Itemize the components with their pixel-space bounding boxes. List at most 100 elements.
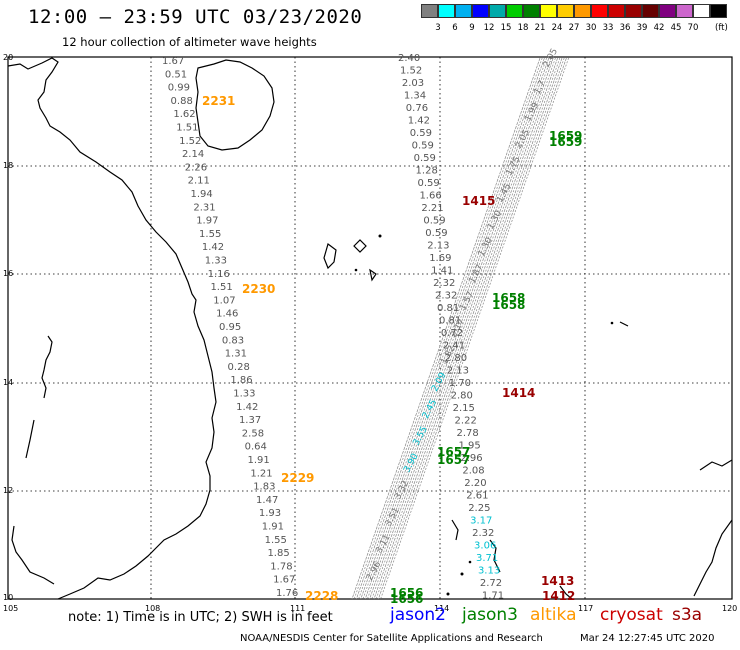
swh-value: 3.11: [374, 533, 392, 555]
color-swatch: [421, 4, 438, 18]
swh-value: 2.32: [435, 291, 457, 302]
swh-value: 2.45: [421, 398, 439, 420]
lon-label: 108: [145, 604, 160, 613]
color-swatch: [642, 4, 659, 18]
swh-value: 3.06: [474, 541, 496, 552]
swh-value: 3.32: [393, 479, 411, 501]
lat-label: 16: [3, 269, 13, 278]
pass-time-label: 1658: [492, 298, 525, 312]
swh-value: 1.51: [210, 282, 232, 293]
swh-value: 1.42: [202, 242, 224, 253]
swh-value: 1.51: [176, 123, 198, 134]
scale-label: 18: [517, 23, 529, 33]
swh-value: 3.13: [478, 566, 500, 577]
coastline: [7, 57, 733, 600]
lat-label: 14: [3, 378, 13, 387]
swh-value: 2.21: [421, 203, 443, 214]
swh-value: 1.42: [408, 116, 430, 127]
swh-value: 2.41: [443, 341, 465, 352]
color-swatch: [625, 4, 642, 18]
scale-label: 24: [551, 23, 563, 33]
swh-value: 1.70: [449, 378, 471, 389]
swh-value: 0.59: [414, 153, 436, 164]
pass-time-label: 1659: [549, 129, 582, 143]
swh-value: 0.76: [406, 103, 428, 114]
swh-value: 2.80: [451, 391, 473, 402]
pass-time-label: 2230: [242, 282, 275, 296]
page-title: 12:00 – 23:59 UTC 03/23/2020: [28, 6, 363, 28]
swh-value: 1.52: [400, 66, 422, 77]
swh-value: 0.64: [245, 442, 267, 453]
swh-value: 1.31: [225, 349, 247, 360]
color-swatch: [693, 4, 710, 18]
swh-value: 2.96: [460, 453, 482, 464]
swh-value: 2.14: [182, 149, 204, 160]
swh-value: 3.71: [476, 553, 498, 564]
lon-label: 105: [3, 604, 18, 613]
color-swatch: [676, 4, 693, 18]
swh-value: 1.85: [267, 548, 289, 559]
swh-value: 2.80: [445, 353, 467, 364]
swh-value: 2.13: [447, 366, 469, 377]
track-line: [380, 57, 569, 600]
color-swatch: [659, 4, 676, 18]
track-line: [364, 57, 554, 600]
scale-label: 36: [619, 23, 631, 33]
pass-time-label: 1415: [462, 194, 495, 208]
swh-value: 0.83: [222, 335, 244, 346]
satellite-legend-cryosat: cryosat: [600, 605, 663, 625]
satellite-legend-jason3: jason3: [462, 605, 518, 625]
color-swatch: [489, 4, 506, 18]
swh-value: 1.47: [256, 495, 278, 506]
timestamp-text: Mar 24 12:27:45 UTC 2020: [580, 633, 715, 644]
swh-value: 2.31: [193, 202, 215, 213]
color-swatch: [438, 4, 455, 18]
swh-value: 2.40: [398, 53, 420, 64]
scale-label: 45: [670, 23, 682, 33]
lat-label: 18: [3, 161, 13, 170]
swh-value: 1.93: [259, 508, 281, 519]
swh-value: 2.26: [185, 162, 207, 173]
swh-value: 3.17: [470, 516, 492, 527]
lon-label: 120: [722, 604, 737, 613]
swh-value: 3.55: [412, 425, 430, 447]
swh-value: 2.61: [466, 491, 488, 502]
swh-value: 1.16: [208, 269, 230, 280]
footer-note: note: 1) Time is in UTC; 2) SWH is in fe…: [68, 610, 333, 625]
scale-label: 39: [636, 23, 648, 33]
swh-value: 2.20: [464, 478, 486, 489]
swh-value: 0.59: [412, 141, 434, 152]
swh-value: 2.22: [455, 416, 477, 427]
swh-value: 1.52: [179, 136, 201, 147]
swh-value: 1.86: [230, 375, 252, 386]
track-line: [356, 57, 545, 600]
lon-label: 114: [434, 604, 449, 613]
pass-time-label: 2228: [305, 589, 338, 603]
swh-value: 0.88: [171, 96, 193, 107]
track-line: [362, 57, 552, 600]
graticule: [8, 57, 732, 599]
track-line: [375, 57, 565, 600]
swh-value: 1.41: [431, 266, 453, 277]
swh-value: 1.33: [205, 256, 227, 267]
swh-value: 1.91: [248, 455, 270, 466]
swh-value: 1.83: [253, 482, 275, 493]
map-frame: [7, 56, 733, 600]
track-line: [378, 57, 567, 600]
swh-value: 1.37: [239, 415, 261, 426]
pass-time-label: 1412: [542, 589, 575, 603]
scale-label: 9: [469, 23, 475, 33]
swh-value: 2.58: [242, 428, 264, 439]
color-swatch: [710, 4, 727, 18]
track-line: [351, 57, 541, 600]
lat-label: 12: [3, 486, 13, 495]
swh-value: 1.57: [458, 290, 476, 312]
pass-time-label: 1414: [502, 386, 535, 400]
swh-value: 2.13: [427, 241, 449, 252]
swh-value: 1.28: [416, 166, 438, 177]
swh-value: 1.87: [467, 263, 485, 285]
pass-time-label: 2229: [281, 471, 314, 485]
swh-value: 2.15: [453, 403, 475, 414]
color-swatch: [608, 4, 625, 18]
